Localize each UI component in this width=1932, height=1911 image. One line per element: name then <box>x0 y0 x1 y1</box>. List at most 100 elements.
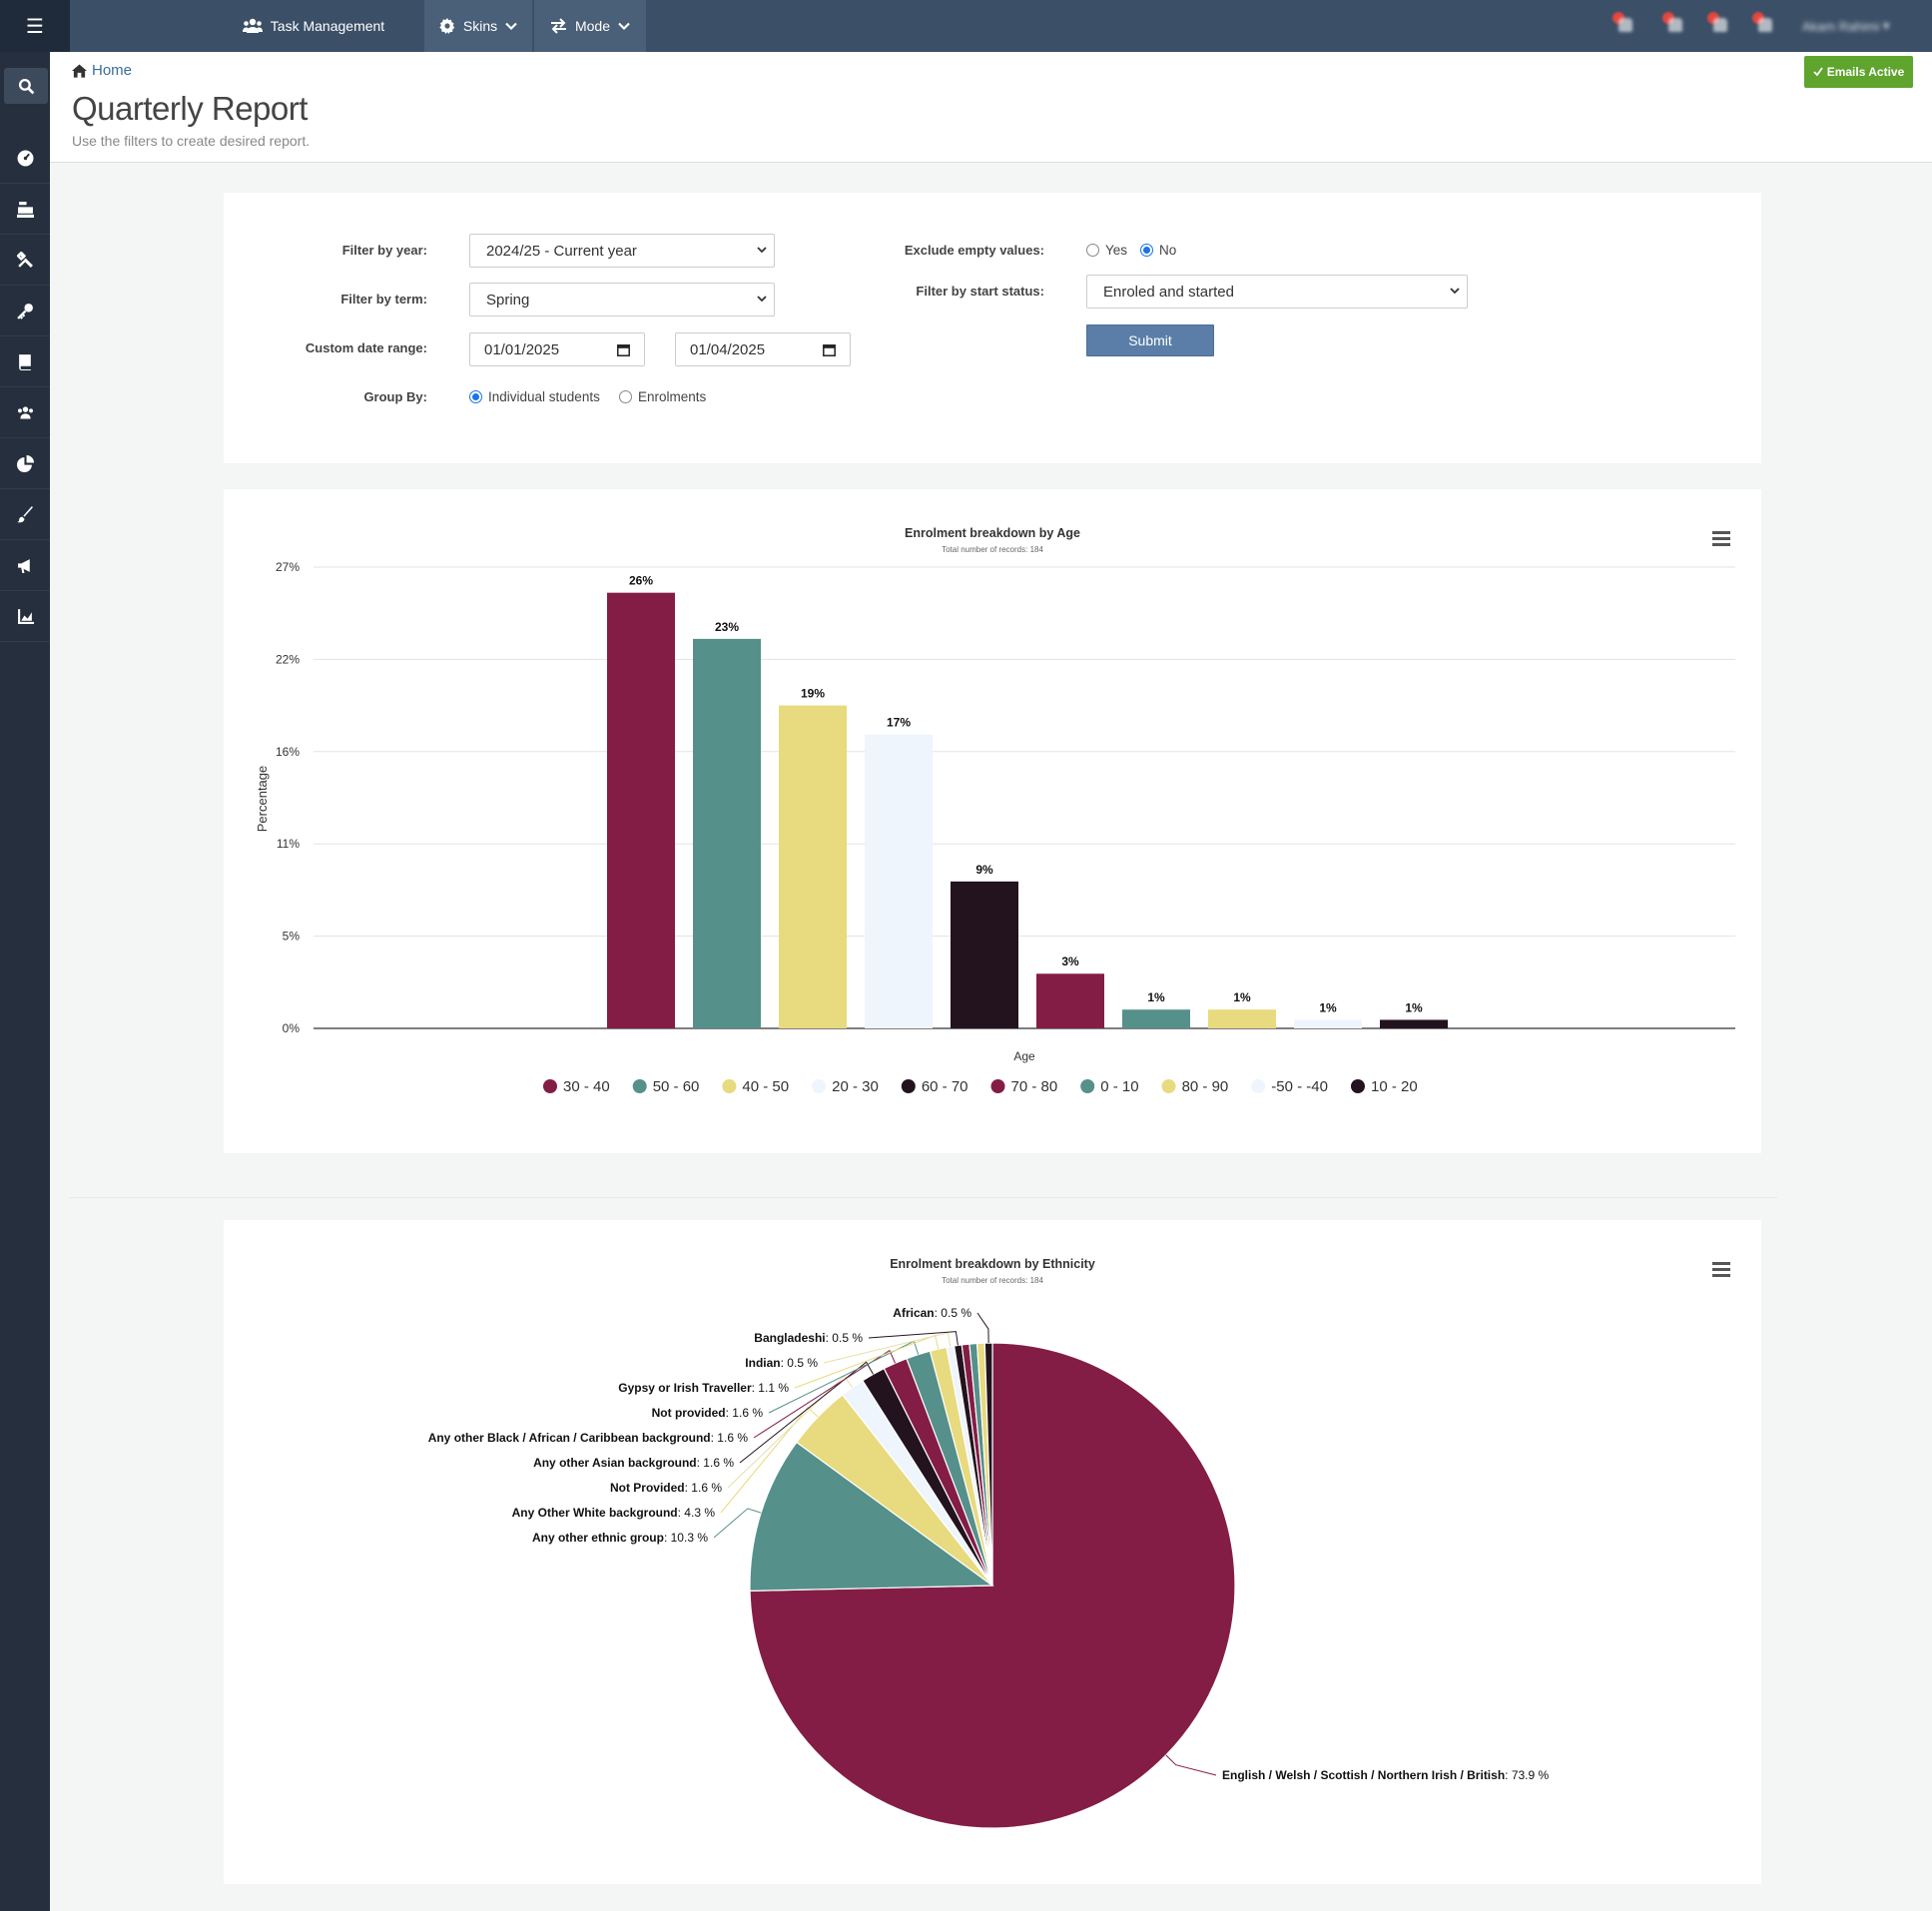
pie-chart-icon <box>16 455 34 472</box>
legend-item[interactable]: 50 - 60 <box>632 1078 700 1095</box>
sidebar-search-button[interactable] <box>4 68 48 104</box>
sidebar-item-skins[interactable] <box>0 490 50 540</box>
date-from-input[interactable]: 01/01/2025 <box>469 332 645 366</box>
megaphone-icon <box>17 559 30 573</box>
pie-data-label: African: 0.5 % <box>893 1306 971 1320</box>
legend-marker <box>990 1079 1005 1093</box>
home-icon <box>72 63 87 78</box>
task-management-link[interactable]: Task Management <box>205 0 422 52</box>
y-tick-label: 0% <box>283 1021 301 1035</box>
sidebar-item-reports-pie[interactable] <box>0 439 50 489</box>
age-chart-panel: Enrolment breakdown by Age Total number … <box>224 489 1761 1153</box>
bar[interactable] <box>607 592 675 1028</box>
users-icon <box>242 18 263 33</box>
legend-item[interactable]: 40 - 50 <box>722 1078 789 1095</box>
legend-item[interactable]: 20 - 30 <box>812 1078 879 1095</box>
sidebar-item-tools[interactable] <box>0 236 50 286</box>
legend-item[interactable]: 80 - 90 <box>1161 1078 1229 1095</box>
legend-item[interactable]: 70 - 80 <box>990 1078 1058 1095</box>
filter-year-select[interactable]: 2024/25 - Current year <box>469 234 775 268</box>
emails-active-label: Emails Active <box>1826 65 1905 79</box>
group-enrolments-radio[interactable]: Enrolments <box>619 389 706 404</box>
legend-label: 70 - 80 <box>1011 1078 1058 1095</box>
legend-item[interactable]: -50 - -40 <box>1251 1078 1328 1095</box>
chart-menu-icon[interactable] <box>1712 1262 1730 1278</box>
gear-icon <box>439 18 455 34</box>
bar-data-label: 23% <box>715 620 739 634</box>
legend-marker <box>543 1079 557 1093</box>
exclude-yes-radio[interactable]: Yes <box>1086 243 1127 258</box>
notification-bell-icon[interactable] <box>1707 12 1733 36</box>
sidebar-item-keys[interactable] <box>0 287 50 336</box>
legend-label: 60 - 70 <box>922 1078 968 1095</box>
legend-marker <box>812 1079 827 1093</box>
legend-item[interactable]: 0 - 10 <box>1080 1078 1139 1095</box>
date-to-input[interactable]: 01/04/2025 <box>675 332 851 366</box>
radio-selected-icon <box>1140 244 1153 257</box>
bar-data-label: 3% <box>1061 955 1079 968</box>
mode-dropdown[interactable]: Mode <box>534 0 646 52</box>
sidebar-item-users[interactable] <box>0 388 50 438</box>
notification-bell-icon[interactable] <box>1752 12 1778 36</box>
bar[interactable] <box>865 734 933 1028</box>
legend-label: 10 - 20 <box>1371 1078 1418 1095</box>
breadcrumb-home-link[interactable]: Home <box>92 62 133 79</box>
exclude-no-radio[interactable]: No <box>1140 243 1176 258</box>
legend-item[interactable]: 10 - 20 <box>1350 1078 1418 1095</box>
bar[interactable] <box>1294 1019 1362 1028</box>
legend-marker <box>632 1079 647 1093</box>
bar[interactable] <box>693 638 761 1028</box>
skins-label: Skins <box>462 18 498 34</box>
start-status-select[interactable]: Enroled and started <box>1086 275 1468 309</box>
sidebar-item-book[interactable] <box>0 337 50 387</box>
task-management-label: Task Management <box>270 18 385 34</box>
legend-marker <box>1161 1079 1176 1093</box>
pie-connector <box>739 1361 874 1464</box>
bar[interactable] <box>1122 1009 1190 1028</box>
group-individual-label: Individual students <box>488 389 600 404</box>
user-menu[interactable]: Akam Rahimi ▾ <box>1802 18 1890 34</box>
sidebar-item-dashboard[interactable] <box>0 134 50 184</box>
pie-connector <box>753 1349 897 1439</box>
chart-menu-icon[interactable] <box>1712 531 1730 547</box>
group-individual-radio[interactable]: Individual students <box>469 389 600 404</box>
pie-data-label: Any other ethnic group: 10.3 % <box>532 1531 708 1545</box>
legend-label: 30 - 40 <box>563 1078 610 1095</box>
bar[interactable] <box>1036 973 1104 1028</box>
pie-connector <box>720 1406 819 1514</box>
bar[interactable] <box>779 705 847 1028</box>
calendar-icon[interactable] <box>617 343 630 356</box>
bar[interactable] <box>1380 1019 1448 1028</box>
exclude-no-label: No <box>1159 243 1177 258</box>
sidebar-item-analytics[interactable] <box>0 592 50 642</box>
swap-arrows-icon <box>550 18 566 34</box>
page-header: Home Quarterly Report Use the filters to… <box>50 52 1932 163</box>
pie-data-label: English / Welsh / Scottish / Northern Ir… <box>1222 1768 1550 1782</box>
sidebar-item-announcements[interactable] <box>0 541 50 591</box>
emails-active-button[interactable]: Emails Active <box>1804 56 1913 88</box>
x-axis-label: Age <box>1013 1049 1035 1063</box>
chevron-down-icon <box>757 296 767 303</box>
submit-button[interactable]: Submit <box>1086 324 1214 356</box>
group-by-label: Group By: <box>363 389 427 404</box>
radio-unselected-icon <box>1086 244 1099 257</box>
calendar-icon[interactable] <box>823 343 836 356</box>
pie-connector <box>976 1312 989 1344</box>
legend-label: 40 - 50 <box>742 1078 789 1095</box>
pie-connector <box>868 1331 959 1346</box>
pie-data-label: Not Provided: 1.6 % <box>610 1481 722 1495</box>
sidebar-item-register[interactable] <box>0 185 50 235</box>
top-navbar: ☰ Task Management Skins Mode Akam Rahimi… <box>0 0 1932 52</box>
legend-item[interactable]: 60 - 70 <box>901 1078 968 1095</box>
legend-label: 50 - 60 <box>653 1078 700 1095</box>
pie-data-label: Any other Black / African / Caribbean ba… <box>428 1431 749 1445</box>
menu-toggle-button[interactable]: ☰ <box>0 0 70 52</box>
filter-term-select[interactable]: Spring <box>469 283 775 317</box>
pie-slice[interactable] <box>749 1441 994 1592</box>
bar[interactable] <box>951 881 1018 1028</box>
legend-item[interactable]: 30 - 40 <box>543 1078 610 1095</box>
skins-dropdown[interactable]: Skins <box>424 0 532 52</box>
bar[interactable] <box>1208 1009 1276 1028</box>
notification-bell-icon[interactable] <box>1612 12 1638 36</box>
notification-bell-icon[interactable] <box>1662 12 1688 36</box>
